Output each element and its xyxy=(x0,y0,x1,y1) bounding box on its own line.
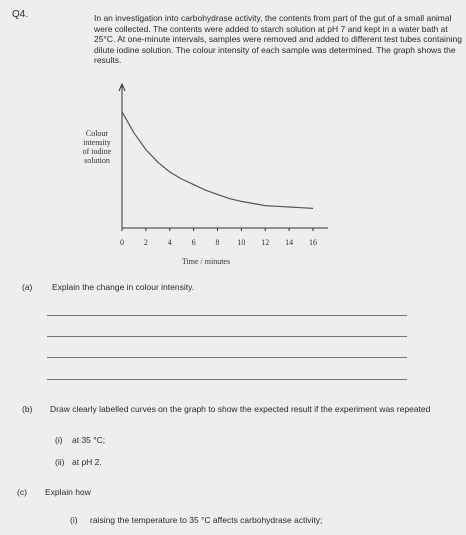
x-tick-label: 6 xyxy=(192,238,196,247)
subpart-text: raising the temperature to 35 °C affects… xyxy=(90,515,323,525)
question-intro: In an investigation into carbohydrase ac… xyxy=(94,13,463,65)
y-axis-arrow xyxy=(118,82,126,92)
subpart-text: at pH 2. xyxy=(72,457,102,467)
x-tick-label: 4 xyxy=(168,238,172,247)
question-number: Q4. xyxy=(12,9,29,20)
x-tick-label: 12 xyxy=(261,238,269,247)
part-label: (c) xyxy=(17,487,27,497)
x-tick-label: 14 xyxy=(285,238,293,247)
y-axis-label: intensity xyxy=(83,138,111,147)
y-axis-label: of iodine xyxy=(83,147,112,156)
x-tick-label: 2 xyxy=(144,238,148,247)
y-axis-label: Colour xyxy=(86,129,109,138)
answer-line xyxy=(47,357,407,358)
x-tick-label: 0 xyxy=(120,238,124,247)
x-tick-label: 16 xyxy=(309,238,317,247)
x-axis-label: Time / minutes xyxy=(182,257,230,266)
subpart-text: at 35 °C; xyxy=(72,435,106,445)
part-text: Explain how xyxy=(45,487,91,497)
answer-line xyxy=(47,315,407,316)
answer-line xyxy=(47,379,407,380)
part-label: (a) xyxy=(22,282,33,292)
part-text: Explain the change in colour intensity. xyxy=(52,282,195,292)
subpart-label: (i) xyxy=(70,515,78,525)
part-label: (b) xyxy=(22,404,33,414)
y-axis-label: solution xyxy=(84,156,110,165)
x-tick-label: 10 xyxy=(237,238,245,247)
part-text: Draw clearly labelled curves on the grap… xyxy=(50,404,431,414)
subpart-label: (i) xyxy=(55,435,63,445)
x-tick-label: 8 xyxy=(216,238,220,247)
answer-line xyxy=(47,336,407,337)
subpart-label: (ii) xyxy=(55,457,65,467)
result-curve xyxy=(121,111,314,209)
